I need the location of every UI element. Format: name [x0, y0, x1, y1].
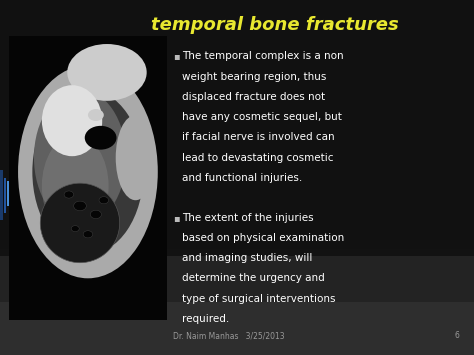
Bar: [0, 277, 474, 280]
Bar: [0, 256, 474, 355]
Circle shape: [85, 126, 117, 150]
Bar: [0, 298, 474, 302]
Text: The temporal complex is a non: The temporal complex is a non: [182, 51, 344, 61]
Text: required.: required.: [182, 314, 230, 324]
Ellipse shape: [42, 85, 102, 156]
Text: lead to devastating cosmetic: lead to devastating cosmetic: [182, 153, 334, 163]
Bar: [0, 344, 474, 348]
Bar: [0, 252, 474, 256]
Bar: [9, 36, 167, 320]
Bar: [0, 248, 474, 252]
Text: determine the urgency and: determine the urgency and: [182, 273, 325, 283]
Bar: [0, 309, 474, 312]
Bar: [7, 181, 9, 206]
Bar: [0, 334, 474, 337]
Text: temporal bone fractures: temporal bone fractures: [151, 16, 399, 34]
Bar: [0, 330, 474, 334]
Circle shape: [64, 191, 73, 198]
Bar: [0, 323, 474, 327]
Circle shape: [73, 201, 86, 211]
Text: and functional injuries.: and functional injuries.: [182, 173, 303, 183]
Bar: [0, 291, 474, 295]
Bar: [0, 341, 474, 344]
Bar: [4, 178, 6, 213]
Bar: [0, 348, 474, 351]
Bar: [0, 320, 474, 323]
Ellipse shape: [42, 135, 109, 237]
Circle shape: [99, 197, 109, 204]
Bar: [0, 266, 474, 270]
Bar: [0, 263, 474, 266]
Circle shape: [83, 231, 93, 238]
Bar: [0, 259, 474, 263]
Bar: [0, 280, 474, 284]
Bar: [0, 351, 474, 355]
Circle shape: [88, 109, 104, 121]
Text: ▪: ▪: [173, 51, 180, 61]
Circle shape: [71, 226, 79, 231]
Text: displaced fracture does not: displaced fracture does not: [182, 92, 326, 102]
Text: type of surgical interventions: type of surgical interventions: [182, 294, 336, 304]
Bar: [0, 316, 474, 320]
Ellipse shape: [67, 44, 146, 101]
Text: The extent of the injuries: The extent of the injuries: [182, 213, 314, 223]
Text: and imaging studies, will: and imaging studies, will: [182, 253, 313, 263]
Ellipse shape: [32, 89, 144, 254]
Text: have any cosmetic sequel, but: have any cosmetic sequel, but: [182, 112, 342, 122]
Bar: [0, 256, 474, 259]
Bar: [0, 302, 474, 355]
Bar: [0, 288, 474, 291]
Text: weight bearing region, thus: weight bearing region, thus: [182, 72, 327, 82]
Bar: [0, 337, 474, 341]
Bar: [0, 170, 3, 220]
Circle shape: [91, 210, 101, 219]
Text: 6: 6: [455, 331, 460, 340]
Bar: [0, 302, 474, 305]
Bar: [0, 295, 474, 298]
Bar: [0, 312, 474, 316]
Ellipse shape: [116, 115, 155, 200]
Bar: [0, 327, 474, 330]
Ellipse shape: [34, 89, 126, 226]
Bar: [0, 273, 474, 277]
Text: based on physical examination: based on physical examination: [182, 233, 345, 243]
Bar: [0, 270, 474, 273]
Text: ▪: ▪: [173, 213, 180, 223]
Ellipse shape: [40, 183, 119, 263]
Ellipse shape: [18, 65, 158, 278]
Text: if facial nerve is involved can: if facial nerve is involved can: [182, 132, 335, 142]
Bar: [0, 284, 474, 288]
Text: Dr. Naim Manhas   3/25/2013: Dr. Naim Manhas 3/25/2013: [173, 331, 284, 340]
Bar: [0, 305, 474, 309]
